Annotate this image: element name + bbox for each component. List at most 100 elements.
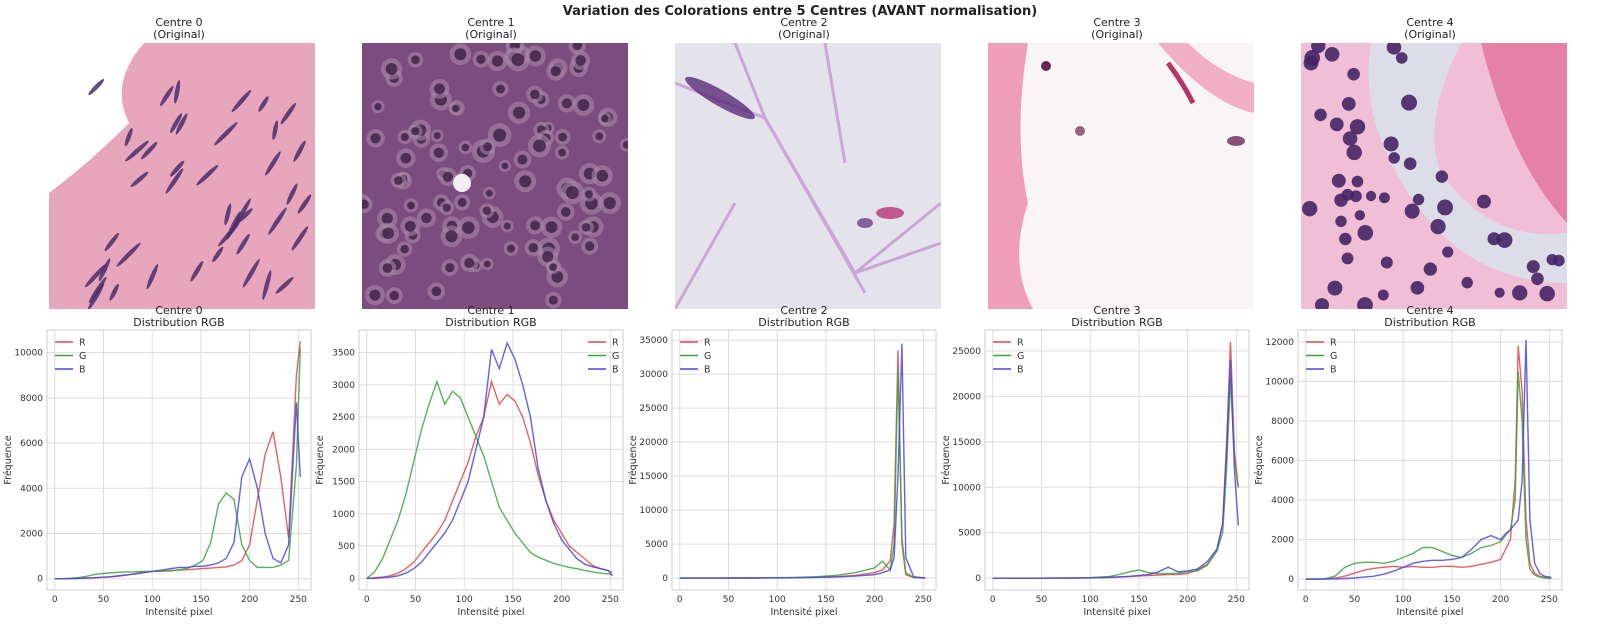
- x-tick-label: 0: [677, 595, 683, 605]
- histology-image-centre-4: [1301, 43, 1567, 309]
- figure-title: Variation des Colorations entre 5 Centre…: [562, 4, 1038, 19]
- image-title-centre-3: Centre 3 (Original): [967, 17, 1267, 41]
- y-tick-label: 25000: [952, 347, 981, 357]
- y-tick-label: 4000: [20, 484, 43, 494]
- y-tick-label: 500: [338, 542, 355, 552]
- y-tick-label: 6000: [1271, 456, 1294, 466]
- series-line-B: [1305, 339, 1552, 580]
- series-line-R: [54, 341, 301, 580]
- x-tick-label: 150: [504, 595, 521, 605]
- x-axis-label: Intensité pixel: [457, 607, 524, 618]
- histology-image-centre-3: [988, 43, 1254, 309]
- image-title: Centre 4: [1406, 16, 1454, 29]
- x-tick-label: 200: [241, 595, 258, 605]
- series-line-B: [992, 359, 1239, 579]
- chart-title: Centre 0: [155, 304, 203, 317]
- y-tick-label: 2000: [1271, 536, 1294, 546]
- chart-centre-2: 0 50 100 150 200 250 0 5000 10000 15000 20000 25000…: [628, 329, 937, 618]
- x-tick-label: 100: [769, 595, 786, 605]
- plot-frame: [671, 329, 937, 591]
- y-tick-label: 10000: [1265, 377, 1294, 387]
- image-title-centre-0: Centre 0 (Original): [29, 17, 329, 41]
- legend-label: G: [79, 351, 86, 362]
- x-tick-label: 150: [817, 595, 834, 605]
- y-axis-label: Fréquence: [941, 435, 952, 484]
- y-axis-label: Fréquence: [1254, 435, 1265, 484]
- y-tick-label: 0: [37, 575, 43, 585]
- legend-label: R: [704, 338, 711, 349]
- y-tick-label: 0: [662, 574, 668, 584]
- image-title: Centre 0: [155, 16, 203, 29]
- chart-title-centre-2: Centre 2 Distribution RGB: [654, 305, 954, 329]
- series-line-B: [54, 402, 301, 580]
- series-line-R: [992, 341, 1239, 579]
- x-tick-label: 100: [456, 595, 473, 605]
- y-tick-label: 1500: [332, 478, 355, 488]
- y-tick-label: 8000: [1271, 417, 1294, 427]
- x-tick-label: 250: [290, 595, 307, 605]
- y-tick-label: 30000: [639, 370, 668, 380]
- series-line-B: [366, 340, 613, 580]
- plot-frame: [46, 329, 312, 591]
- chart-title: Centre 2: [780, 304, 828, 317]
- chart-centre-1: 0 50 100 150 200 2500500100015002000250030003…: [315, 329, 624, 618]
- y-axis-label: Fréquence: [315, 435, 326, 484]
- x-tick-label: 0: [52, 595, 58, 605]
- x-tick-label: 200: [866, 595, 883, 605]
- y-tick-label: 3500: [332, 349, 355, 359]
- x-tick-label: 250: [915, 595, 932, 605]
- y-tick-label: 8000: [20, 394, 43, 404]
- plot-frame: [358, 329, 624, 591]
- legend-label: B: [79, 365, 86, 376]
- x-tick-label: 50: [1349, 595, 1361, 605]
- series-line-R: [1305, 345, 1552, 580]
- legend-label: R: [79, 338, 86, 349]
- y-tick-label: 2000: [20, 529, 43, 539]
- chart-title-centre-1: Centre 1 Distribution RGB: [341, 305, 641, 329]
- chart-centre-4: 0 50 100 150 200 250 0 2000 4000 6000 8000 10000 120…: [1254, 329, 1563, 618]
- chart-subtitle: Distribution RGB: [133, 316, 225, 329]
- legend-label: G: [612, 351, 619, 362]
- legend-label: G: [1330, 351, 1337, 362]
- x-axis-label: Intensité pixel: [770, 607, 837, 618]
- y-tick-label: 5000: [645, 540, 668, 550]
- y-tick-label: 0: [1288, 575, 1294, 585]
- image-title-centre-1: Centre 1 (Original): [341, 17, 641, 41]
- series-line-R: [366, 379, 613, 580]
- y-tick-label: 3000: [332, 381, 355, 391]
- x-tick-label: 50: [98, 595, 110, 605]
- chart-title: Centre 4: [1406, 304, 1454, 317]
- image-subtitle: (Original): [153, 28, 205, 41]
- y-tick-label: 10000: [14, 349, 43, 359]
- image-subtitle: (Original): [778, 28, 830, 41]
- series-line-G: [54, 348, 301, 580]
- x-tick-label: 100: [1082, 595, 1099, 605]
- chart-subtitle: Distribution RGB: [445, 316, 537, 329]
- x-tick-label: 100: [144, 595, 161, 605]
- chart-centre-0: 0 50 100 150 200 250 0 2000 4000 6000 8000 10000 RGB…: [3, 329, 312, 618]
- y-tick-label: 4000: [1271, 496, 1294, 506]
- y-tick-label: 10000: [639, 506, 668, 516]
- y-tick-label: 12000: [1265, 338, 1294, 348]
- legend-label: B: [704, 365, 711, 376]
- x-tick-label: 200: [553, 595, 570, 605]
- y-tick-label: 0: [349, 574, 355, 584]
- x-tick-label: 150: [192, 595, 209, 605]
- series-line-G: [366, 379, 613, 579]
- legend-label: R: [1330, 338, 1337, 349]
- chart-title: Centre 1: [467, 304, 515, 317]
- plot-frame: [984, 329, 1250, 591]
- y-tick-label: 10000: [952, 483, 981, 493]
- image-title-centre-4: Centre 4 (Original): [1280, 17, 1580, 41]
- image-subtitle: (Original): [465, 28, 517, 41]
- legend-label: G: [1017, 351, 1024, 362]
- y-tick-label: 20000: [639, 438, 668, 448]
- y-axis-label: Fréquence: [3, 435, 14, 484]
- x-axis-label: Intensité pixel: [145, 607, 212, 618]
- chart-subtitle: Distribution RGB: [758, 316, 850, 329]
- series-line-G: [679, 367, 926, 579]
- x-axis-label: Intensité pixel: [1083, 607, 1150, 618]
- y-tick-label: 1000: [332, 510, 355, 520]
- image-title: Centre 1: [467, 16, 515, 29]
